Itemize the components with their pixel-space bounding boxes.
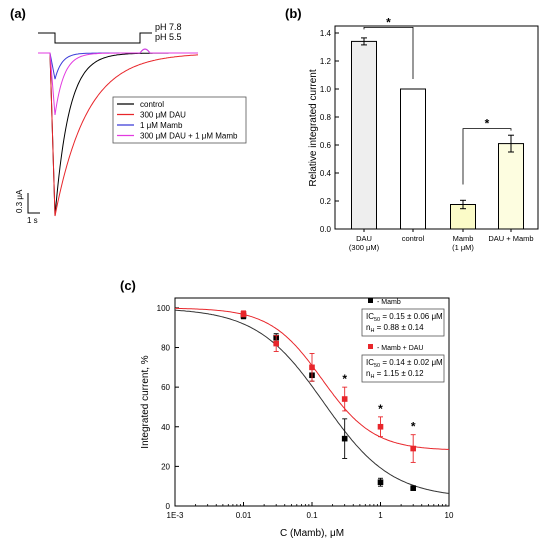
c-xtick-label-1: 0.01 [236, 511, 252, 520]
c-nh-text-1: nH = 1.15 ± 0.12 [366, 369, 424, 380]
c-legend-label-0: - Mamb [377, 299, 401, 306]
c-sig-star-1: * [378, 402, 383, 416]
c-xtick-label-0: 1E-3 [167, 511, 184, 520]
b-ytick-label-1: 0.2 [320, 197, 332, 206]
b-ytick-label-2: 0.4 [320, 169, 332, 178]
b-sig-star-0: * [386, 15, 391, 29]
c-xtick-label-2: 0.1 [306, 511, 318, 520]
b-ytick-label-7: 1.4 [320, 29, 332, 38]
c-xtick-label-3: 1 [378, 511, 383, 520]
b-category-label-1: control [402, 234, 425, 243]
c-sig-star-2: * [411, 420, 416, 434]
y-axis-label-c: Integrated current, % [140, 355, 151, 448]
c-point-1-1 [273, 340, 279, 347]
scale-x-label: 1 s [27, 216, 38, 225]
c-point-1-2 [309, 364, 315, 371]
c-ytick-label-0: 0 [166, 502, 171, 511]
c-point-1-4 [377, 423, 384, 430]
b-sig-star-1: * [485, 117, 490, 131]
b-sig-bracket-1 [462, 128, 512, 185]
x-axis-label-c: C (Mamb), μM [280, 528, 344, 539]
c-point-0-3 [341, 435, 348, 442]
scale-bar [27, 193, 40, 214]
c-ytick-label-5: 100 [157, 304, 171, 313]
c-point-1-0 [240, 311, 247, 317]
c-ytick-label-1: 20 [161, 462, 170, 471]
c-point-0-4 [377, 479, 384, 486]
plot-frame-b [334, 25, 539, 230]
y-axis-label-b: Relative integrated current [308, 69, 319, 187]
c-point-0-5 [410, 485, 416, 491]
panel-label-c: (c) [120, 278, 136, 293]
b-ytick-label-4: 0.8 [320, 113, 332, 122]
c-xtick-label-4: 10 [445, 511, 454, 520]
c-sig-star-0: * [342, 372, 347, 386]
scale-y-label: 0.3 μA [15, 189, 24, 213]
c-ic50-text-0: IC50 = 0.15 ± 0.06 μM [366, 312, 443, 323]
panel-b-bar-chart: Relative integrated current 0.0 0.2 0.4 0.6… [308, 15, 539, 252]
c-ytick-label-2: 40 [161, 423, 170, 432]
panel-c-dose-response: Integrated current, % C (Mamb), μM 0 20 40… [140, 297, 454, 539]
c-legend-marker-0 [368, 298, 373, 303]
c-point-1-5 [410, 445, 416, 452]
legend-label-1: 300 μM DAU [140, 111, 186, 120]
legend-label-0: control [140, 100, 164, 109]
c-ic50-text-1: IC50 = 0.14 ± 0.02 μM [366, 358, 443, 369]
c-fit-box-1 [361, 354, 445, 383]
b-ytick-label-0: 0.0 [320, 225, 332, 234]
c-ytick-label-3: 60 [161, 383, 170, 392]
b-ytick-label-5: 1.0 [320, 85, 332, 94]
b-category-sublabel-2: (1 μM) [452, 243, 474, 252]
b-category-label-3: DAU + Mamb [488, 234, 533, 243]
panel-label-a: (a) [10, 6, 26, 21]
legend-box-a [112, 96, 247, 144]
c-nh-text-0: nH = 0.88 ± 0.14 [366, 323, 424, 334]
b-sig-bracket-0 [363, 26, 414, 79]
b-category-sublabel-0: (300 μM) [349, 243, 380, 252]
ph-high-label: pH 7.8 [155, 22, 182, 32]
ph-step-line [38, 32, 152, 44]
panel-label-b: (b) [285, 6, 302, 21]
bar-3 [498, 143, 524, 230]
b-category-label-0: DAU [356, 234, 372, 243]
c-legend-label-1: - Mamb + DAU [377, 345, 423, 352]
trace-3 [38, 48, 198, 115]
fit-curve-0 [174, 309, 450, 494]
legend-label-2: 1 μM Mamb [140, 121, 183, 130]
legend-label-3: 300 μM DAU + 1 μM Mamb [140, 132, 238, 141]
ph-low-label: pH 5.5 [155, 32, 182, 42]
trace-1 [38, 52, 198, 217]
c-fit-box-0 [361, 308, 445, 337]
b-category-label-2: Mamb [453, 234, 474, 243]
c-ytick-label-4: 80 [161, 344, 170, 353]
c-point-1-3 [341, 396, 348, 402]
bar-1 [400, 88, 426, 230]
c-legend-marker-1 [368, 344, 373, 349]
b-ytick-label-3: 0.6 [320, 141, 332, 150]
b-ytick-label-6: 1.2 [320, 57, 332, 66]
bar-0 [351, 40, 377, 230]
